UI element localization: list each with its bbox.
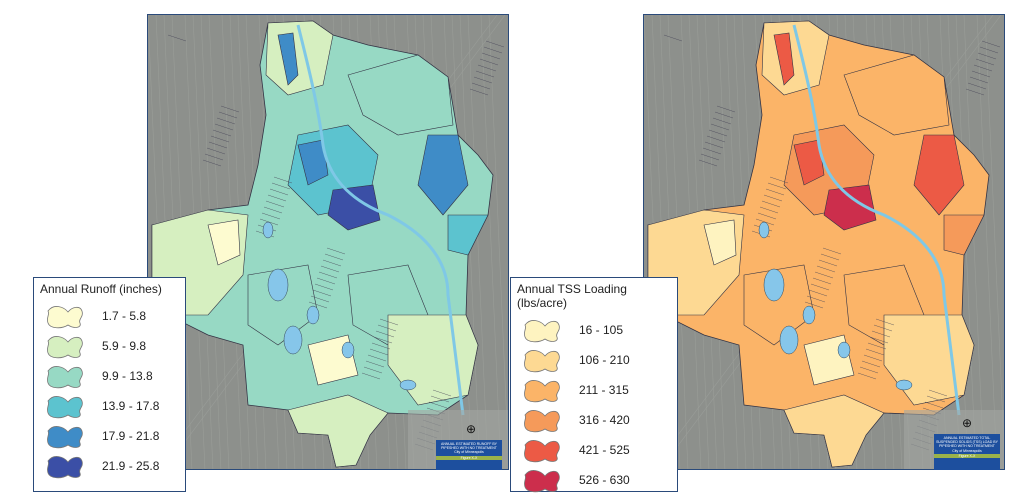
lake: [341, 341, 355, 359]
title-text: ANNUAL ESTIMATED TOTAL SUSPENDED SOLIDS …: [936, 436, 998, 449]
pipeshed-zone: [347, 54, 454, 136]
legend-item: 17.9 - 21.8: [40, 421, 179, 451]
river: [792, 24, 961, 416]
legend-swatch: [524, 440, 560, 463]
tss-map: [643, 14, 1005, 470]
runoff-legend: Annual Runoff (inches) 1.7 - 5.8 5.9 - 9.…: [33, 277, 186, 492]
pipeshed-zone: [287, 394, 389, 468]
legend-item: 13.9 - 17.8: [40, 391, 179, 421]
legend-title: Annual TSS Loading (lbs/acre): [517, 282, 627, 310]
lake: [267, 268, 289, 302]
pipeshed-zone: [277, 32, 299, 86]
lake: [283, 325, 303, 355]
city-text: City of Minneapolis: [952, 448, 982, 453]
figure-text: Figure X-X: [436, 455, 502, 460]
pipeshed-zone: [327, 184, 381, 231]
lake: [306, 305, 320, 325]
legend-swatch: [47, 306, 83, 329]
legend-item: 526 - 630: [517, 465, 671, 495]
legend-label: 526 - 630: [579, 473, 630, 487]
title-text: ANNUAL ESTIMATED RUNOFF BY PIPESHED WITH…: [440, 442, 497, 451]
pipeshed-zone: [207, 219, 241, 266]
legend-label: 421 - 525: [579, 443, 630, 457]
legend-swatch: [47, 366, 83, 389]
legend-swatch: [47, 426, 83, 449]
legend-swatch: [524, 320, 560, 343]
legend-swatch: [47, 456, 83, 479]
legend-title: Annual Runoff (inches): [40, 282, 162, 296]
legend-item: 211 - 315: [517, 375, 671, 405]
pipeshed-zone: [773, 32, 795, 86]
lake: [758, 221, 770, 239]
legend-label: 17.9 - 21.8: [102, 429, 160, 443]
legend-item: 16 - 105: [517, 315, 671, 345]
legend-label: 16 - 105: [579, 323, 624, 337]
legend-swatch: [524, 410, 560, 433]
legend-label: 316 - 420: [579, 413, 630, 427]
lake: [399, 379, 417, 391]
legend-item: 421 - 525: [517, 435, 671, 465]
pipeshed-zone: [417, 134, 469, 216]
map-graphic: [644, 15, 1004, 469]
pipeshed-zone: [843, 54, 950, 136]
pipeshed-zone: [783, 394, 885, 468]
pipeshed-zone: [297, 139, 329, 186]
lake: [763, 268, 785, 302]
legend-label: 211 - 315: [579, 383, 629, 397]
legend-item: 5.9 - 9.8: [40, 331, 179, 361]
legend-item: 9.9 - 13.8: [40, 361, 179, 391]
legend-label: 21.9 - 25.8: [102, 459, 160, 473]
legend-label: 9.9 - 13.8: [102, 369, 153, 383]
legend-swatch: [524, 470, 560, 493]
legend-item: 21.9 - 25.8: [40, 451, 179, 481]
tss-title-block: ANNUAL ESTIMATED TOTAL SUSPENDED SOLIDS …: [934, 434, 1000, 470]
legend-swatch: [47, 336, 83, 359]
pipeshed-zone: [823, 184, 877, 231]
legend-item: 1.7 - 5.8: [40, 301, 179, 331]
lake: [837, 341, 851, 359]
pipeshed-zone: [703, 219, 737, 266]
river: [296, 24, 465, 416]
legend-label: 106 - 210: [579, 353, 630, 367]
pipeshed-zone: [793, 139, 825, 186]
lake: [779, 325, 799, 355]
legend-swatch: [524, 350, 560, 373]
tss-legend: Annual TSS Loading (lbs/acre) 16 - 105 10…: [510, 277, 678, 495]
legend-label: 13.9 - 17.8: [102, 399, 160, 413]
runoff-title-block: ANNUAL ESTIMATED RUNOFF BY PIPESHED WITH…: [436, 440, 502, 470]
lake: [262, 221, 274, 239]
legend-label: 1.7 - 5.8: [102, 309, 147, 323]
north-arrow-icon: ⊕: [961, 416, 973, 430]
lake: [802, 305, 816, 325]
pipeshed-zone: [943, 214, 985, 256]
legend-item: 106 - 210: [517, 345, 671, 375]
map-graphic: [148, 15, 508, 469]
legend-swatch: [524, 380, 560, 403]
lake: [895, 379, 913, 391]
figure-text: Figure X-X: [934, 453, 1000, 459]
legend-swatch: [47, 396, 83, 419]
runoff-map: [147, 14, 509, 470]
legend-label: 5.9 - 9.8: [102, 339, 147, 353]
pipeshed-zone: [913, 134, 965, 216]
north-arrow-icon: ⊕: [465, 422, 477, 436]
city-text: City of Minneapolis: [454, 450, 484, 455]
pipeshed-zone: [447, 214, 489, 256]
legend-item: 316 - 420: [517, 405, 671, 435]
